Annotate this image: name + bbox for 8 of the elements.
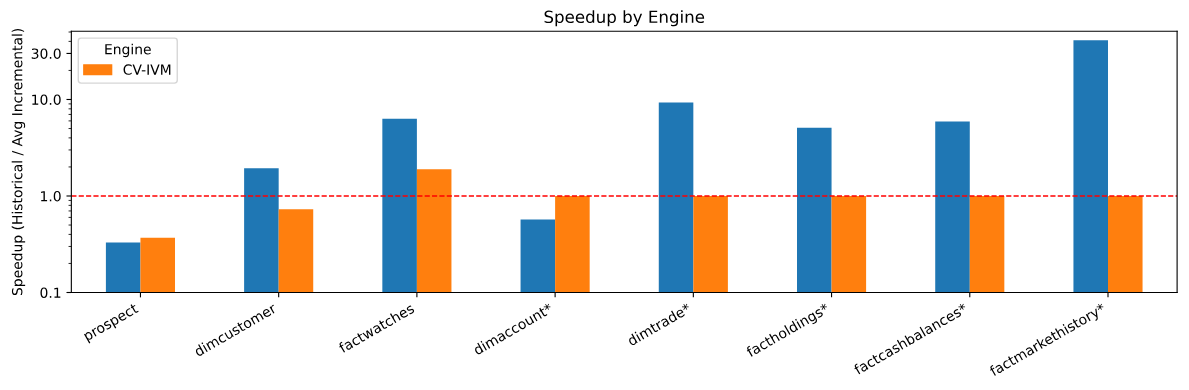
chart-title: Speedup by Engine (544, 10, 705, 27)
y-tick-label: 10.0 (32, 94, 61, 105)
legend-title: Engine (105, 43, 151, 58)
y-tick-label: 30.0 (31, 48, 61, 59)
legend-label: CV-IVM (123, 64, 171, 75)
y-axis-title: Speedup (Historical / Avg Incremental) (11, 28, 26, 296)
y-tick-label: 1.0 (41, 190, 61, 202)
y-tick-label: 0.1 (40, 287, 61, 298)
